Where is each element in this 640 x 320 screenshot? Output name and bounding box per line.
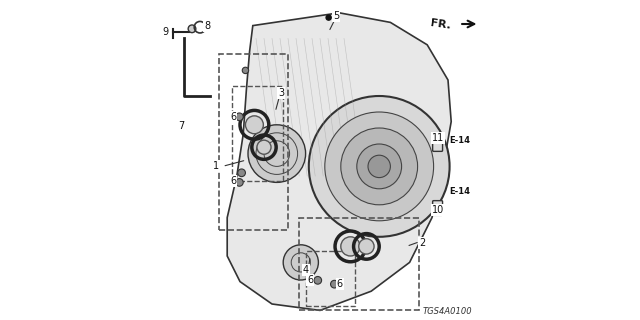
Bar: [232, 86, 283, 181]
Text: 3: 3: [278, 88, 284, 98]
Circle shape: [357, 144, 402, 189]
Text: 6: 6: [337, 279, 343, 289]
Text: 7: 7: [179, 121, 185, 132]
Circle shape: [314, 276, 321, 284]
Circle shape: [283, 245, 319, 280]
Text: 5: 5: [333, 11, 339, 21]
Circle shape: [358, 239, 374, 254]
Circle shape: [309, 96, 450, 237]
Circle shape: [325, 112, 434, 221]
Bar: [300, 218, 419, 310]
Circle shape: [326, 15, 332, 20]
Text: 9: 9: [162, 27, 168, 37]
Circle shape: [245, 116, 264, 134]
Circle shape: [330, 280, 338, 288]
Circle shape: [341, 128, 418, 205]
Bar: [219, 54, 288, 230]
Circle shape: [238, 169, 246, 177]
FancyBboxPatch shape: [433, 137, 443, 151]
Text: 8: 8: [204, 21, 211, 31]
Text: 11: 11: [431, 132, 444, 143]
Circle shape: [257, 140, 271, 154]
Bar: [306, 251, 355, 306]
Text: 6: 6: [230, 176, 236, 186]
Polygon shape: [227, 13, 451, 310]
Circle shape: [248, 125, 306, 182]
Text: E-14: E-14: [450, 188, 470, 196]
Circle shape: [236, 113, 243, 121]
Circle shape: [340, 237, 360, 256]
Text: 2: 2: [419, 238, 426, 248]
Text: 6: 6: [307, 275, 314, 285]
Text: 4: 4: [303, 265, 308, 276]
Text: 1: 1: [213, 161, 219, 172]
Text: FR.: FR.: [429, 18, 451, 30]
Circle shape: [188, 25, 196, 33]
FancyBboxPatch shape: [433, 201, 443, 215]
Circle shape: [368, 155, 390, 178]
Text: 6: 6: [230, 112, 236, 122]
Circle shape: [236, 179, 243, 186]
Circle shape: [243, 67, 248, 74]
Text: 10: 10: [431, 204, 444, 215]
Text: TGS4A0100: TGS4A0100: [422, 308, 472, 316]
Text: E-14: E-14: [450, 136, 470, 145]
